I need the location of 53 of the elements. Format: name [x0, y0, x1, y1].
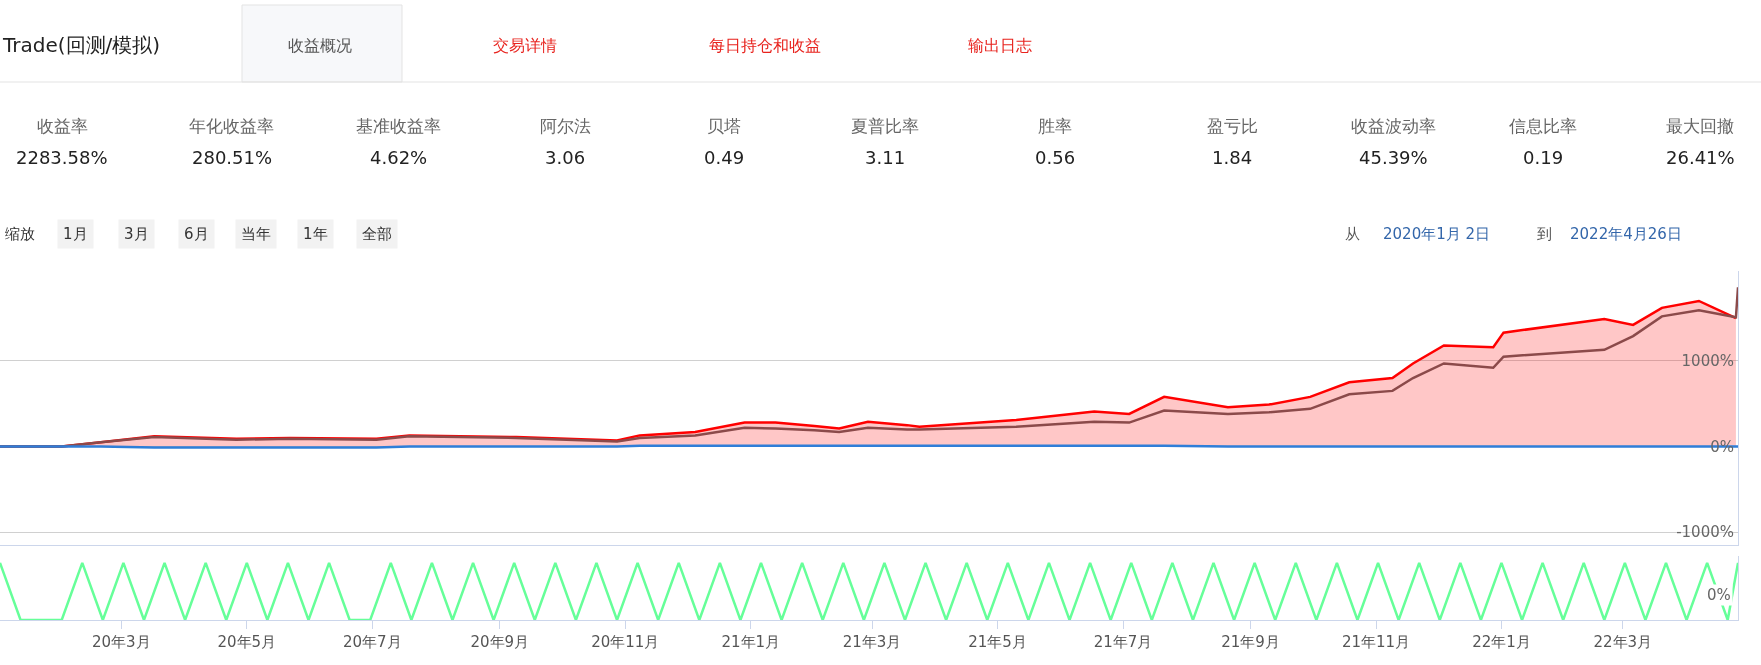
text: 从 [1345, 225, 1360, 243]
text: 1年 [303, 225, 328, 243]
text: 夏普比率 [851, 116, 919, 136]
text: 2020年1月 2日 [1383, 225, 1491, 243]
y-tick-label: 1000% [1681, 352, 1734, 371]
text: 0.56 [1035, 147, 1076, 168]
x-tick-label: 22年3月 [1593, 633, 1653, 651]
text: 26.41% [1666, 147, 1735, 168]
x-tick-label: 20年5月 [217, 633, 277, 651]
x-tick-label: 21年11月 [1341, 633, 1411, 651]
x-tick-label: 21年9月 [1221, 633, 1280, 651]
text: 胜率 [1038, 116, 1072, 136]
x-tick-label: 20年7月 [342, 633, 402, 651]
x-tick-label: 22年1月 [1472, 633, 1531, 651]
text: 收益概况 [288, 36, 352, 55]
text: 缩放 [5, 225, 35, 243]
x-tick-label: 20年3月 [92, 633, 151, 651]
x-tick-label: 21年7月 [1093, 633, 1153, 651]
text: 2022年4月26日 [1570, 225, 1682, 243]
text: 45.39% [1359, 147, 1428, 168]
x-tick-label: 20年11月 [591, 633, 660, 651]
text: 1月 [63, 225, 88, 243]
text: 基准收益率 [356, 116, 441, 136]
y-tick-label: -1000% [1676, 523, 1734, 542]
text: 6月 [184, 225, 209, 243]
text: 3.06 [545, 147, 586, 168]
x-tick-label: 21年5月 [968, 633, 1027, 651]
text: 每日持仓和收益 [709, 36, 821, 55]
text: 最大回撤 [1666, 116, 1734, 136]
text: 年化收益率 [189, 116, 274, 136]
text: 3月 [124, 225, 149, 243]
text: 1.84 [1212, 147, 1253, 168]
text: 到 [1537, 225, 1552, 243]
text: 3.11 [865, 147, 906, 168]
text: 收益率 [37, 116, 88, 136]
text: 信息比率 [1509, 116, 1577, 136]
text: 0.49 [704, 147, 745, 168]
text: 0.19 [1523, 147, 1564, 168]
text: 阿尔法 [540, 116, 591, 136]
text: 输出日志 [968, 36, 1032, 55]
text: Trade(回测/模拟) [2, 33, 161, 57]
x-tick-label: 21年3月 [842, 633, 902, 651]
x-tick-label: 21年1月 [721, 633, 781, 651]
text: 全部 [362, 225, 392, 243]
text: 2283.58% [16, 147, 108, 168]
text: 4.62% [370, 147, 428, 168]
text: 盈亏比 [1207, 116, 1258, 136]
text: 交易详情 [493, 36, 557, 55]
text: 收益波动率 [1351, 116, 1436, 136]
text: 当年 [241, 225, 271, 243]
text: 280.51% [192, 147, 273, 168]
text: 贝塔 [707, 116, 741, 136]
x-tick-label: 20年9月 [470, 633, 530, 651]
